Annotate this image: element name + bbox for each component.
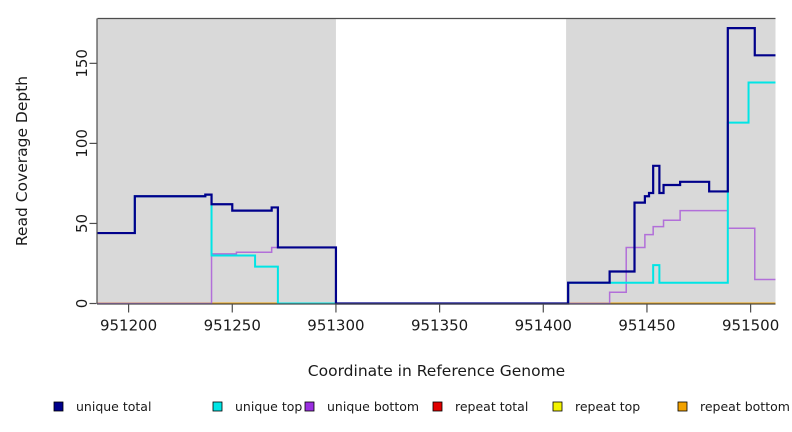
- repeat-region-right: [566, 18, 776, 304]
- repeat-region-left: [97, 18, 336, 304]
- x-tick-label: 951250: [204, 317, 261, 335]
- shaded-regions-layer: [97, 18, 776, 304]
- legend-item-unique-top[interactable]: unique top: [212, 399, 302, 414]
- axes-layer: [89, 17, 776, 313]
- legend-label: unique bottom: [327, 399, 419, 414]
- legend-label: repeat total: [455, 399, 528, 414]
- legend-label: unique top: [235, 399, 302, 414]
- legend-swatch-icon: [677, 401, 688, 412]
- legend-swatch-icon: [552, 401, 563, 412]
- x-tick-label: 951500: [722, 317, 779, 335]
- x-tick-label: 951200: [100, 317, 157, 335]
- x-tick-label: 951350: [411, 317, 468, 335]
- y-tick-label: 150: [73, 49, 91, 78]
- legend-swatch-icon: [212, 401, 223, 412]
- series-unique-bottom: [97, 209, 776, 305]
- legend-label: unique total: [76, 399, 151, 414]
- legend-label: repeat bottom: [700, 399, 790, 414]
- y-axis-title: Read Coverage Depth: [13, 76, 31, 246]
- legend-item-repeat-top[interactable]: repeat top: [552, 399, 640, 414]
- x-axis-title: Coordinate in Reference Genome: [308, 362, 565, 380]
- x-tick-label: 951450: [618, 317, 675, 335]
- x-tick-label: 951400: [515, 317, 572, 335]
- legend-item-repeat-total[interactable]: repeat total: [432, 399, 528, 414]
- legend-item-unique-total[interactable]: unique total: [53, 399, 151, 414]
- legend: unique total unique top unique bottom repea…: [53, 399, 790, 414]
- legend-item-repeat-bottom[interactable]: repeat bottom: [677, 399, 790, 414]
- y-tick-label: 100: [73, 129, 91, 158]
- x-tick-label: 951300: [307, 317, 364, 335]
- legend-swatch-icon: [304, 401, 315, 412]
- legend-label: repeat top: [575, 399, 640, 414]
- y-tick-label: 0: [73, 299, 91, 309]
- axis-labels-layer: 0 50 100 150 951200 951250 951300 951350 951400 9…: [13, 49, 779, 380]
- legend-swatch-icon: [432, 401, 443, 412]
- series-unique-total: [97, 27, 776, 305]
- y-tick-label: 50: [73, 214, 91, 233]
- legend-item-unique-bottom[interactable]: unique bottom: [304, 399, 419, 414]
- legend-swatch-icon: [53, 401, 64, 412]
